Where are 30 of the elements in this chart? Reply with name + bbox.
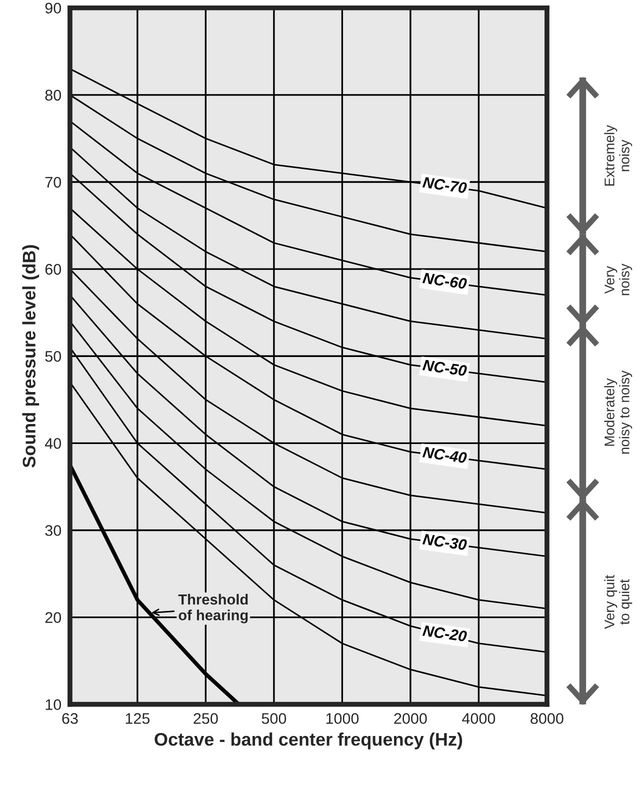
x-tick-label: 125 bbox=[126, 713, 150, 724]
text: NC-20 bbox=[422, 625, 468, 642]
text: Very quit to quiet bbox=[604, 575, 632, 629]
text: NC-30 bbox=[422, 534, 468, 550]
y-tick-label: 20 bbox=[45, 612, 62, 623]
annotation: Threshold of hearing bbox=[178, 594, 248, 624]
y-tick-label: 70 bbox=[45, 176, 62, 188]
x-tick-label: 500 bbox=[262, 713, 286, 724]
y-tick-label: 90 bbox=[45, 2, 62, 14]
x-tick-label: 2000 bbox=[394, 713, 427, 724]
text: NC-50 bbox=[422, 359, 468, 376]
y-tick-label: 10 bbox=[46, 699, 62, 710]
text: Moderately noisy to noisy bbox=[604, 370, 632, 454]
x-tick-label: 250 bbox=[194, 713, 218, 724]
y-axis-title: Sound pressure level (dB) bbox=[22, 245, 40, 468]
y-tick-label: 50 bbox=[45, 350, 62, 362]
y-tick-label: 30 bbox=[45, 525, 62, 536]
text: NC-60 bbox=[422, 272, 468, 290]
text: Extremely noisy bbox=[604, 125, 632, 186]
x-tick-label: 4000 bbox=[462, 713, 496, 724]
text: NC-40 bbox=[422, 446, 468, 464]
x-tick-label: 8000 bbox=[530, 713, 564, 724]
text: Very noisy bbox=[604, 264, 632, 296]
y-tick-label: 60 bbox=[45, 264, 62, 275]
y-tick-label: 40 bbox=[44, 438, 62, 449]
x-axis-title: Octave - band center frequency (Hz) bbox=[154, 732, 462, 750]
text: NC-70 bbox=[422, 176, 468, 194]
y-tick-label: 80 bbox=[45, 90, 62, 101]
x-tick-label: 1000 bbox=[326, 713, 359, 724]
x-tick-label: 63 bbox=[62, 713, 78, 724]
